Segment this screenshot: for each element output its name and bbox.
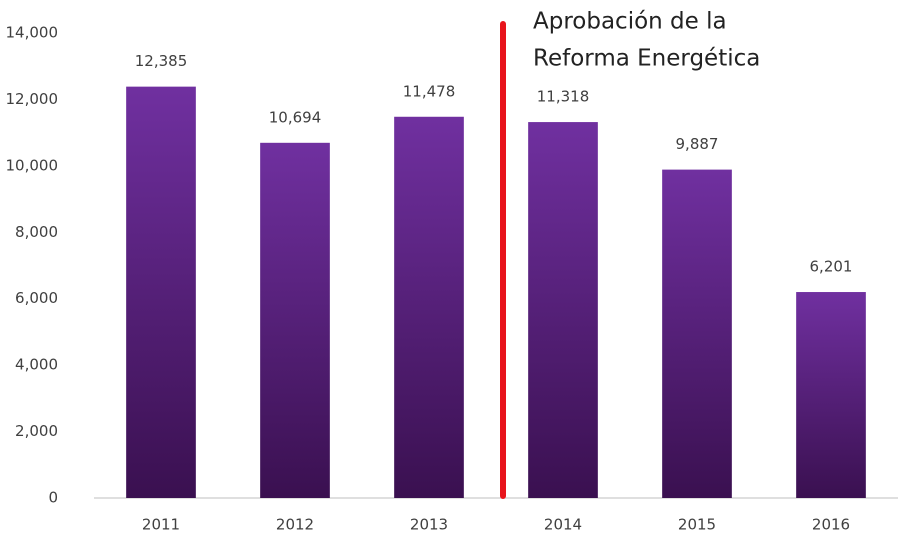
x-tick-label: 2015	[678, 516, 716, 534]
x-tick-label: 2013	[410, 516, 448, 534]
annotation: Reforma Energética	[533, 46, 760, 72]
x-tick-label: 2014	[544, 516, 582, 534]
bar	[394, 116, 464, 499]
bar	[662, 169, 732, 498]
y-tick-label: 12,000	[6, 90, 59, 108]
bar	[126, 86, 196, 498]
y-tick-label: 0	[48, 489, 58, 507]
y-tick-label: 14,000	[6, 24, 59, 42]
bar	[796, 292, 866, 498]
x-tick-label: 2012	[276, 516, 314, 534]
bar	[260, 142, 330, 498]
value-label: 12,385	[135, 52, 188, 70]
value-label: 10,694	[269, 108, 322, 126]
value-label: 9,887	[676, 135, 719, 153]
y-tick-label: 8,000	[15, 223, 58, 241]
annotation: Aprobación de la	[533, 9, 727, 35]
x-tick-label: 2011	[142, 516, 180, 534]
y-tick-label: 4,000	[15, 356, 58, 374]
value-label: 6,201	[810, 258, 853, 276]
y-tick-label: 6,000	[15, 289, 58, 307]
value-label: 11,478	[403, 82, 456, 100]
x-tick-label: 2016	[812, 516, 850, 534]
y-tick-label: 10,000	[6, 156, 59, 174]
y-tick-label: 2,000	[15, 422, 58, 440]
bar	[528, 122, 598, 498]
value-label: 11,318	[537, 88, 590, 106]
